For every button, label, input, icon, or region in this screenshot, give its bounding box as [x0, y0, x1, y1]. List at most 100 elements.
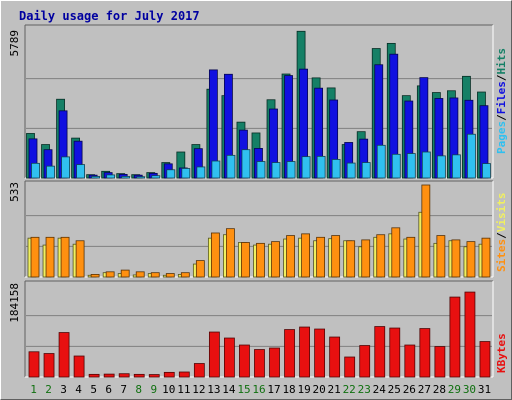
kbytes-bar — [43, 353, 55, 378]
pages-bar — [421, 151, 431, 179]
pages-bar — [61, 156, 70, 179]
day-label: 26 — [403, 383, 416, 396]
sites-bar — [90, 274, 100, 278]
visits-legend-visits: Visits — [495, 193, 508, 233]
day-label: 16 — [252, 383, 265, 396]
hits-legend-pages: Pages — [495, 121, 508, 154]
kbytes-bar — [148, 374, 160, 378]
kbytes-bar — [419, 328, 431, 378]
sites-bar — [105, 271, 115, 278]
pages-bar — [482, 163, 491, 179]
sites-bar — [120, 269, 130, 278]
sites-bar — [165, 273, 175, 278]
pages-bar — [271, 162, 281, 179]
kbytes-bar — [133, 373, 145, 378]
day-label: 27 — [418, 383, 431, 396]
sites-bar — [421, 184, 431, 278]
pages-bar — [301, 156, 311, 179]
kbytes-bar — [224, 337, 235, 378]
kbytes-bar — [299, 326, 310, 378]
kbytes-bar — [118, 373, 130, 378]
pages-bar — [256, 161, 266, 179]
pages-bar — [316, 155, 326, 179]
day-label: 10 — [162, 383, 175, 396]
kbytes-bar — [208, 331, 220, 378]
sites-bar — [135, 271, 145, 278]
kbytes-bar — [163, 371, 175, 378]
day-label: 13 — [207, 383, 220, 396]
hits-ymax-label: 5789 — [8, 30, 21, 57]
sites-bar — [180, 272, 190, 278]
hits-legend: Pages/Files/Hits — [495, 48, 508, 154]
sites-bar — [195, 260, 205, 278]
pages-bar — [452, 154, 461, 179]
sites-bar — [376, 234, 386, 278]
day-label: 28 — [433, 383, 446, 396]
kbytes-bar — [284, 329, 295, 378]
sites-bar — [406, 236, 416, 278]
day-label: 6 — [105, 383, 112, 396]
hits-legend-files: Files — [495, 81, 508, 114]
kbytes-bar — [464, 291, 476, 378]
sites-bar — [241, 242, 250, 278]
day-label: 18 — [282, 383, 295, 396]
kbytes-legend: KBytes — [495, 333, 508, 373]
kbytes-bar — [329, 336, 341, 378]
pages-bar — [467, 133, 476, 179]
kbytes-bar — [254, 349, 265, 378]
visits-legend: Sites/Visits — [495, 193, 508, 273]
day-label: 17 — [267, 383, 280, 396]
day-label: 14 — [222, 383, 236, 396]
day-label: 31 — [478, 383, 491, 396]
sites-bar — [451, 239, 461, 278]
kbytes-bar — [314, 328, 326, 378]
sites-bar — [301, 233, 310, 278]
visits-ymax-label: 533 — [8, 182, 21, 202]
pages-bar — [241, 149, 251, 179]
pages-bar — [346, 162, 356, 179]
day-label: 23 — [358, 383, 371, 396]
kbytes-bar — [178, 371, 190, 378]
hits-legend-separator: / — [495, 74, 508, 81]
kbytes-bar — [88, 373, 100, 378]
sites-bar — [256, 242, 265, 278]
pages-bar — [361, 162, 371, 179]
day-label: 2 — [45, 383, 52, 396]
sites-bar — [150, 272, 160, 278]
day-label: 21 — [328, 383, 341, 396]
kbytes-bar — [103, 373, 115, 378]
day-label: 30 — [463, 383, 476, 396]
hits-legend-hits: Hits — [495, 48, 508, 75]
visits-legend-sites: Sites — [495, 239, 508, 272]
kbytes-bar — [374, 326, 386, 378]
day-label: 4 — [75, 383, 82, 396]
day-label: 5 — [90, 383, 97, 396]
sites-bar — [30, 236, 40, 278]
sites-bar — [45, 236, 55, 278]
sites-bar — [286, 235, 295, 278]
kbytes-bar — [449, 296, 461, 378]
pages-bar — [376, 144, 386, 179]
day-label: 3 — [60, 383, 67, 396]
pages-bar — [136, 176, 146, 179]
pages-bar — [76, 164, 85, 179]
kbytes-bar — [359, 345, 371, 378]
pages-bar — [196, 166, 206, 179]
pages-bar — [406, 153, 416, 179]
day-label: 22 — [343, 383, 356, 396]
day-label: 1 — [30, 383, 37, 396]
day-label: 11 — [177, 383, 190, 396]
pages-bar — [226, 154, 236, 179]
kbytes-bar — [269, 347, 280, 378]
hits-legend-separator: / — [495, 114, 508, 121]
sites-bar — [436, 235, 446, 278]
pages-bar — [31, 162, 40, 179]
kbytes-bar — [28, 351, 40, 378]
day-label: 24 — [373, 383, 387, 396]
pages-bar — [91, 176, 101, 179]
day-label: 20 — [313, 383, 326, 396]
pages-bar — [211, 160, 221, 179]
day-label: 25 — [388, 383, 401, 396]
